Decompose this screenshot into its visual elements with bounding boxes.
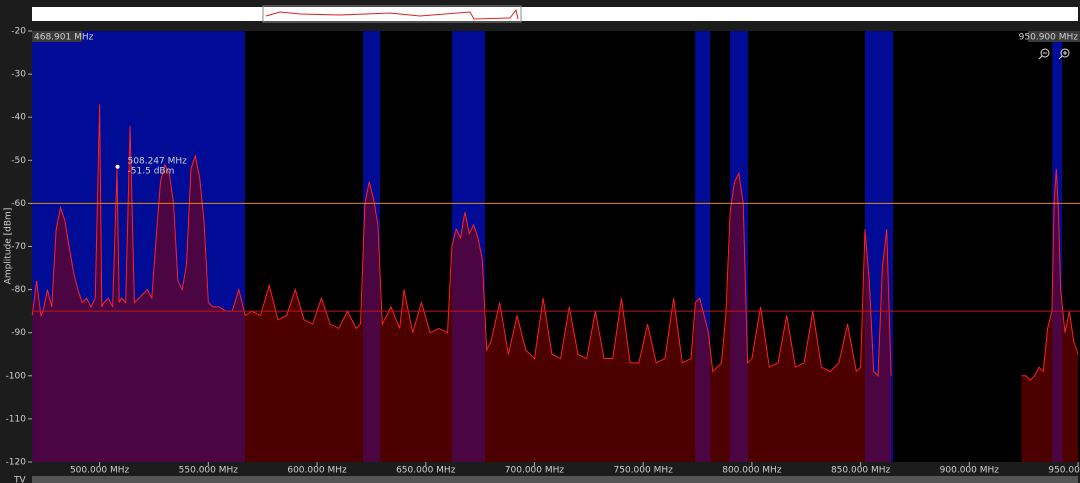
y-tick-label: -30 <box>11 70 26 80</box>
x-tick-label: 950.000 MHz <box>1048 466 1080 476</box>
overview-strip[interactable] <box>32 7 1078 21</box>
marker-x-label: 508.247 MHz <box>128 156 188 166</box>
zoom-out[interactable] <box>1038 48 1050 60</box>
y-tick-label: -90 <box>11 328 26 338</box>
y-tick-label: -120 <box>6 458 27 468</box>
x-tick-label: 550.000 MHz <box>179 466 239 476</box>
zoom-in[interactable] <box>1058 48 1070 60</box>
trace-area <box>32 104 1079 463</box>
marker-y-label: -51.5 dBm <box>128 166 175 176</box>
start-label: 468.901 MHz <box>34 33 94 43</box>
x-tick-label: 850.000 MHz <box>831 466 891 476</box>
y-tick-label: -100 <box>6 371 27 381</box>
y-tick-label: -80 <box>11 285 26 295</box>
y-tick-label: -60 <box>11 199 26 209</box>
y-tick-label: -50 <box>11 156 26 166</box>
start-label-bg <box>32 31 82 42</box>
y-axis-label: Amplitude [dBm] <box>4 208 14 285</box>
x-tick-label: 700.000 MHz <box>505 466 565 476</box>
overview-trace <box>265 8 519 20</box>
overview-window[interactable] <box>262 5 522 23</box>
x-tick-label: 900.000 MHz <box>940 466 1000 476</box>
y-tick-label: -40 <box>11 113 26 123</box>
x-tick-label: 600.000 MHz <box>287 466 347 476</box>
y-tick-label: -110 <box>6 414 27 424</box>
x-tick-label: 750.000 MHz <box>614 466 674 476</box>
x-tick-label: 650.000 MHz <box>396 466 456 476</box>
marker-point <box>115 164 120 169</box>
bottom-label: TV <box>13 476 26 483</box>
x-tick-label: 800.000 MHz <box>722 466 782 476</box>
scrollbar[interactable] <box>32 476 1078 483</box>
end-label-bg <box>1028 31 1080 42</box>
y-tick-label: -70 <box>11 242 26 252</box>
end-label: 950.900 MHz <box>1019 33 1079 43</box>
y-tick-label: -20 <box>11 27 26 37</box>
x-tick-label: 500.000 MHz <box>70 466 130 476</box>
